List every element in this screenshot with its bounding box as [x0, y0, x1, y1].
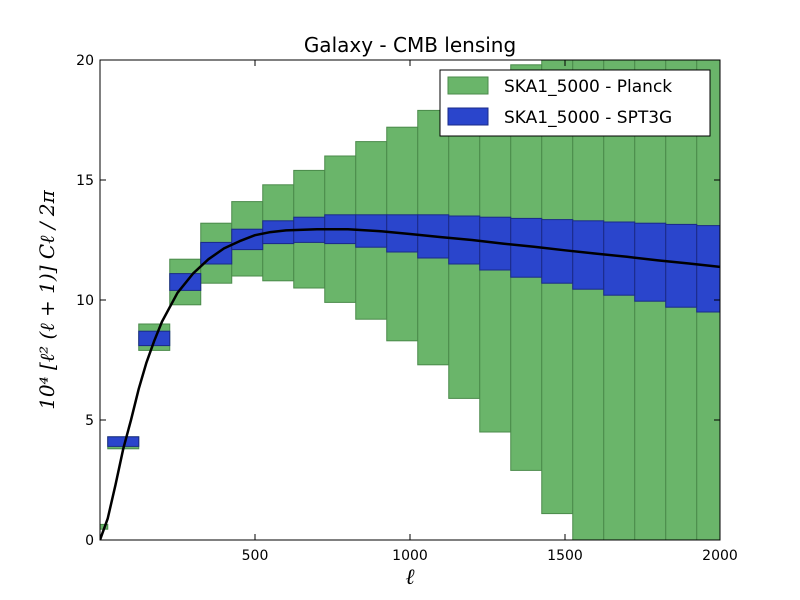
x-tick-label: 1500 — [547, 548, 583, 564]
spt3g-error-box — [696, 225, 720, 313]
x-axis-label: ℓ — [405, 565, 415, 590]
y-tick-label: 10 — [76, 293, 94, 309]
theory-curve — [100, 227, 720, 540]
y-tick-label: 15 — [76, 173, 94, 189]
legend: SKA1_5000 - Planck SKA1_5000 - SPT3G — [439, 69, 711, 137]
chart-title: Galaxy - CMB lensing — [304, 33, 516, 57]
legend-label-spt3g: SKA1_5000 - SPT3G — [504, 108, 672, 128]
spt3g-error-box — [603, 221, 636, 296]
planck-error-box — [603, 60, 636, 540]
legend-swatch-spt3g — [447, 107, 489, 126]
y-axis-label: 10⁴ [ℓ² (ℓ + 1)] Cℓ / 2π — [35, 189, 59, 409]
x-tick-label: 2000 — [702, 548, 738, 564]
legend-swatch-planck — [447, 76, 489, 95]
x-tick-label: 500 — [242, 548, 269, 564]
spt3g-error-box — [634, 222, 667, 302]
plot-area — [100, 60, 720, 540]
y-tick-label: 0 — [85, 533, 94, 549]
x-tick-label: 1000 — [392, 548, 428, 564]
spt3g-error-box — [665, 223, 698, 308]
y-tick-label: 20 — [76, 53, 94, 69]
axis-ticks: 500 1000 1500 2000 0 5 10 15 20 — [76, 53, 738, 564]
legend-label-planck: SKA1_5000 - Planck — [504, 77, 672, 97]
y-tick-label: 5 — [85, 413, 94, 429]
